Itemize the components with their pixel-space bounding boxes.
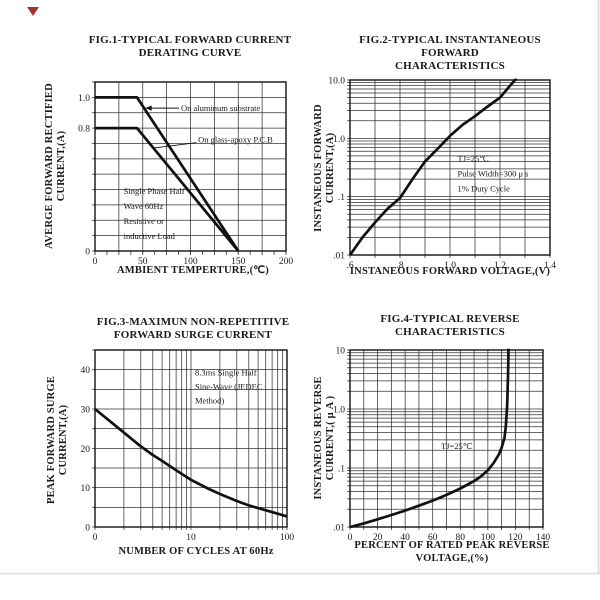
fig2-y-tick-label: .01 [333,252,345,262]
fig1-x-tick-label: 150 [231,257,246,267]
fig2-x-tick-label: 1.0 [444,261,456,271]
fig3-y-tick-label: 0 [85,524,90,534]
fig1-annotation-line: Resistive or [124,216,165,226]
fig2-y-tick-label: .1 [338,193,345,203]
fig1-curve-0 [95,96,240,252]
fig4-title: FIG.4-TYPICAL REVERSE CHARACTERISTICS [340,313,560,339]
fig2-curve-0 [348,78,518,256]
fig2-y-tick-label: 10.0 [328,77,345,87]
fig4-title-line2: CHARACTERISTICS [395,326,505,338]
fig1-y-axis-title: AVERGE FORWARD RECTIFIED CURRENT,(A) [44,83,67,249]
fig4-y-tick-label: .01 [333,524,345,534]
fig1-x-tick-label: 0 [93,257,98,267]
fig2-x-tick-label: .8 [396,261,403,271]
red-mark [27,7,39,16]
fig2-annotation-line: 1% Duty Cycle [458,184,511,194]
fig1-title-line2: DERATING CURVE [138,47,242,59]
fig4-plot-border [349,349,544,528]
fig1-plot-border [94,81,287,252]
fig3-title: FIG.3-MAXIMUN NON-REPETITIVE FORWARD SUR… [83,316,303,342]
fig2-title: FIG.2-TYPICAL INSTANTANEOUS FORWARD CHAR… [330,34,570,73]
fig4-x-tick-label: 20 [373,533,383,543]
leader-line [153,142,197,149]
fig3-title-line1: FIG.3-MAXIMUN NON-REPETITIVE [96,316,290,328]
fig1-y-tick-label: 1.0 [78,94,90,104]
fig3-curve-0 [94,407,288,518]
fig1-x-tick-label: 100 [183,257,198,267]
fig3-x-axis-title: NUMBER OF CYCLES AT 60Hz [118,546,274,557]
fig4-y-tick-label: 10 [336,347,346,357]
fig3-annotation-line: Method) [195,396,224,406]
fig4-x-tick-label: 120 [508,533,523,543]
fig1-curve-1 [95,126,240,252]
fig1-title: FIG.1-TYPICAL FORWARD CURRENT DERATING C… [80,34,300,60]
fig4-annotation-line: TJ=25℃ [441,441,473,451]
fig3-annotation-line: Sine-Wave (JEDEC [195,382,263,392]
fig4-title-line1: FIG.4-TYPICAL REVERSE [380,313,520,325]
fig1-series-label: On glass-apoxy P.C.B [198,134,273,144]
fig3-y-axis-title: PEAK FORWARD SURGE CURRENT,(A) [46,375,69,505]
fig2-y-tick-label: 1.0 [333,135,345,145]
fig4-plot: TJ=25℃ 0 20 40 60 80 100 120 140 10 1.0 .1 .01 [333,347,550,544]
fig2-title-line2: CHARACTERISTICS [395,60,505,72]
fig4-x-tick-label: 0 [348,533,353,543]
fig4-y-tick-label: 1.0 [333,406,345,416]
fig3-x-tick-label: 100 [280,533,295,543]
fig3-title-line2: FORWARD SURGE CURRENT [113,329,273,341]
fig2-x-tick-label: 1.4 [544,261,556,271]
fig1-y-tick-label: 0.8 [78,125,90,135]
fig1-y-tick-label: 0 [85,248,90,258]
fig3-plot: 8.3ms Single Half Sine-Wave (JEDEC Method)… [81,349,295,543]
fig2-plot-border [349,79,551,256]
fig1-annotation-line: Single Phase Half [124,186,185,196]
fig2-y-axis-title: INSTANEOUS FORWARD CURRENT,(A) [313,104,336,232]
fig4-x-tick-label: 100 [481,533,496,543]
fig3-x-tick-label: 10 [186,533,196,543]
fig1-annotation-line: Wave 60Hz [124,201,164,211]
fig1-annotation-line: inductive Load [124,231,176,241]
fig4-x-tick-label: 140 [536,533,551,543]
fig1-x-axis-title: AMBIENT TEMPERTURE,(℃) [117,265,269,276]
fig1-x-tick-label: 200 [279,257,294,267]
fig2-annotation-line: Pulse Width=300 μ s [458,169,529,179]
fig4-x-axis-title: PERCENT OF RATED PEAK REVERSE VOLTAGE,(%… [354,540,550,564]
arrowhead [145,105,152,111]
fig4-x-tick-label: 80 [456,533,466,543]
fig2-x-tick-label: .6 [346,261,353,271]
fig4-y-tick-label: .1 [338,465,345,475]
fig3-y-tick-label: 20 [81,445,91,455]
fig3-y-tick-label: 30 [81,406,91,416]
fig4-x-tick-label: 60 [428,533,438,543]
fig2-plot: TJ=25℃ Pulse Width=300 μ s 1% Duty Cycle .6… [328,77,556,272]
fig4-curve-0 [349,348,510,529]
fig3-y-tick-label: 10 [81,484,91,494]
fig1-x-tick-label: 50 [138,257,148,267]
fig3-plot-border [94,349,288,528]
fig2-x-tick-label: 1.2 [494,261,506,271]
fig3-annotation-line: 8.3ms Single Half [195,368,257,378]
fig3-y-tick-label: 40 [81,366,91,376]
fig2-title-line1: FIG.2-TYPICAL INSTANTANEOUS FORWARD [359,34,541,59]
fig4-y-axis-title: INSTANEOUS REVERSE CURRENT,( μ A ) [313,376,336,500]
fig2-annotation-line: TJ=25℃ [458,154,490,164]
fig1-series-label: On aluminum substrate [181,103,261,113]
fig1-plot: On aluminum substrate On glass-apoxy P.C.… [78,81,294,267]
fig1-title-line1: FIG.1-TYPICAL FORWARD CURRENT [88,34,292,46]
fig2-x-axis-title: INSTANEOUS FORWARD VOLTAGE,(V) [349,266,551,277]
fig4-x-tick-label: 40 [400,533,410,543]
fig3-x-tick-label: 0 [93,533,98,543]
